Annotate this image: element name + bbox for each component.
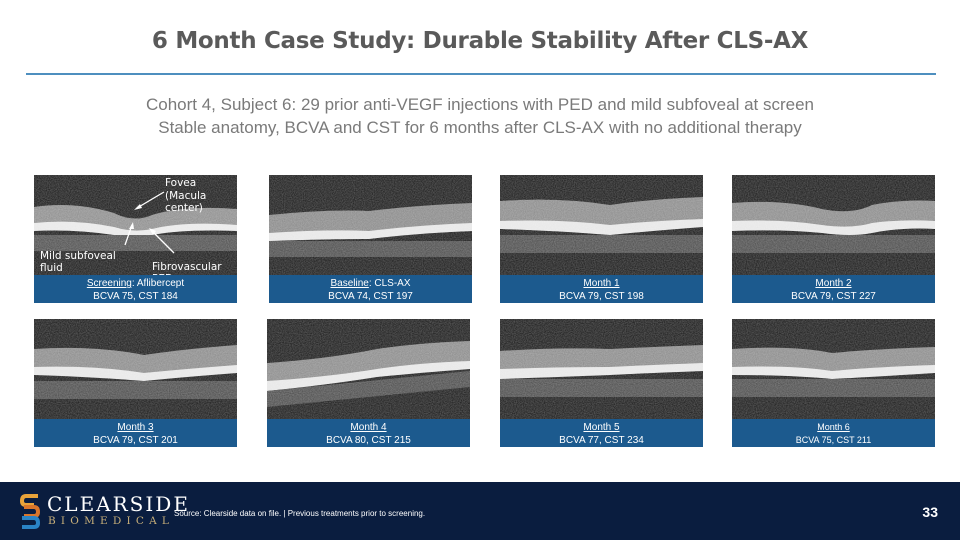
panel-label: Month 6 — [817, 422, 850, 432]
annotation-ped: Fibrovascular PED — [152, 261, 222, 275]
panel-stats: BCVA 80, CST 215 — [326, 435, 411, 446]
title-divider — [26, 73, 936, 75]
oct-panel-month-3: Month 3 BCVA 79, CST 201 — [34, 319, 237, 447]
oct-scan-image — [34, 319, 237, 419]
oct-panel-month-2: Month 2 BCVA 79, CST 227 — [732, 175, 935, 303]
panel-label-suffix: : CLS-AX — [368, 278, 411, 289]
panel-stats: BCVA 74, CST 197 — [328, 291, 413, 302]
oct-panel-baseline: Baseline: CLS-AX BCVA 74, CST 197 — [269, 175, 472, 303]
oct-scan-image — [269, 175, 472, 275]
annotation-fluid-line1: Mild subfoveal — [40, 250, 116, 262]
panel-label: Month 4 — [350, 422, 387, 433]
oct-scan-image: Fovea (Macula center) Mild subfoveal flu… — [34, 175, 237, 275]
oct-scan-image — [500, 175, 703, 275]
annotation-macula-center: (Macula center) — [165, 190, 207, 214]
panel-stats: BCVA 79, CST 198 — [559, 291, 644, 302]
panel-label: Month 3 — [117, 422, 154, 433]
oct-scan-image — [267, 319, 470, 419]
annotation-fluid-line2: fluid — [40, 262, 63, 274]
panel-caption: Baseline: CLS-AX BCVA 74, CST 197 — [269, 275, 472, 303]
panel-label: Month 5 — [583, 422, 620, 433]
oct-panel-month-5: Month 5 BCVA 77, CST 234 — [500, 319, 703, 447]
panel-label: Screening — [86, 278, 132, 289]
panel-stats: BCVA 79, CST 201 — [93, 435, 178, 446]
panel-stats: BCVA 79, CST 227 — [791, 291, 876, 302]
oct-scan-image — [500, 319, 703, 419]
panel-caption: Month 5 BCVA 77, CST 234 — [500, 419, 703, 447]
subtitle-line-1: Cohort 4, Subject 6: 29 prior anti-VEGF … — [145, 95, 815, 114]
panel-stats: BCVA 77, CST 234 — [559, 435, 644, 446]
panel-caption: Month 4 BCVA 80, CST 215 — [267, 419, 470, 447]
source-note: Source: Clearside data on file. | Previo… — [174, 509, 426, 518]
panel-label: Month 2 — [815, 278, 852, 289]
slide-title: 6 Month Case Study: Durable Stability Af… — [151, 28, 809, 54]
panel-caption: Month 3 BCVA 79, CST 201 — [34, 419, 237, 447]
panel-stats: BCVA 75, CST 211 — [795, 435, 872, 445]
panel-stats: BCVA 75, CST 184 — [93, 291, 178, 302]
panel-label: Baseline — [330, 278, 369, 289]
page-number: 33 — [922, 504, 938, 520]
panel-label-suffix: : Aflibercept — [131, 278, 185, 289]
panel-caption: Month 2 BCVA 79, CST 227 — [732, 275, 935, 303]
oct-panel-screening: Fovea (Macula center) Mild subfoveal flu… — [34, 175, 237, 303]
oct-panel-month-6: Month 6 BCVA 75, CST 211 — [732, 319, 935, 447]
panel-caption: Month 1 BCVA 79, CST 198 — [500, 275, 703, 303]
oct-scan-image — [732, 175, 935, 275]
panel-caption: Screening: Aflibercept BCVA 75, CST 184 — [34, 275, 237, 303]
logo-subwordmark: BIOMEDICAL — [48, 515, 175, 527]
panel-label: Month 1 — [583, 278, 620, 289]
footer-bar: CLEARSIDE BIOMEDICAL Source: Clearside d… — [0, 482, 960, 540]
oct-panel-month-1: Month 1 BCVA 79, CST 198 — [500, 175, 703, 303]
oct-scan-image — [732, 319, 935, 419]
annotation-fovea: Fovea — [165, 177, 197, 189]
oct-panel-month-4: Month 4 BCVA 80, CST 215 — [267, 319, 470, 447]
subtitle-line-2: Stable anatomy, BCVA and CST for 6 month… — [158, 118, 802, 137]
panel-caption: Month 6 BCVA 75, CST 211 — [732, 419, 935, 447]
clearside-logo-icon — [19, 493, 41, 534]
logo-wordmark: CLEARSIDE — [47, 492, 190, 516]
